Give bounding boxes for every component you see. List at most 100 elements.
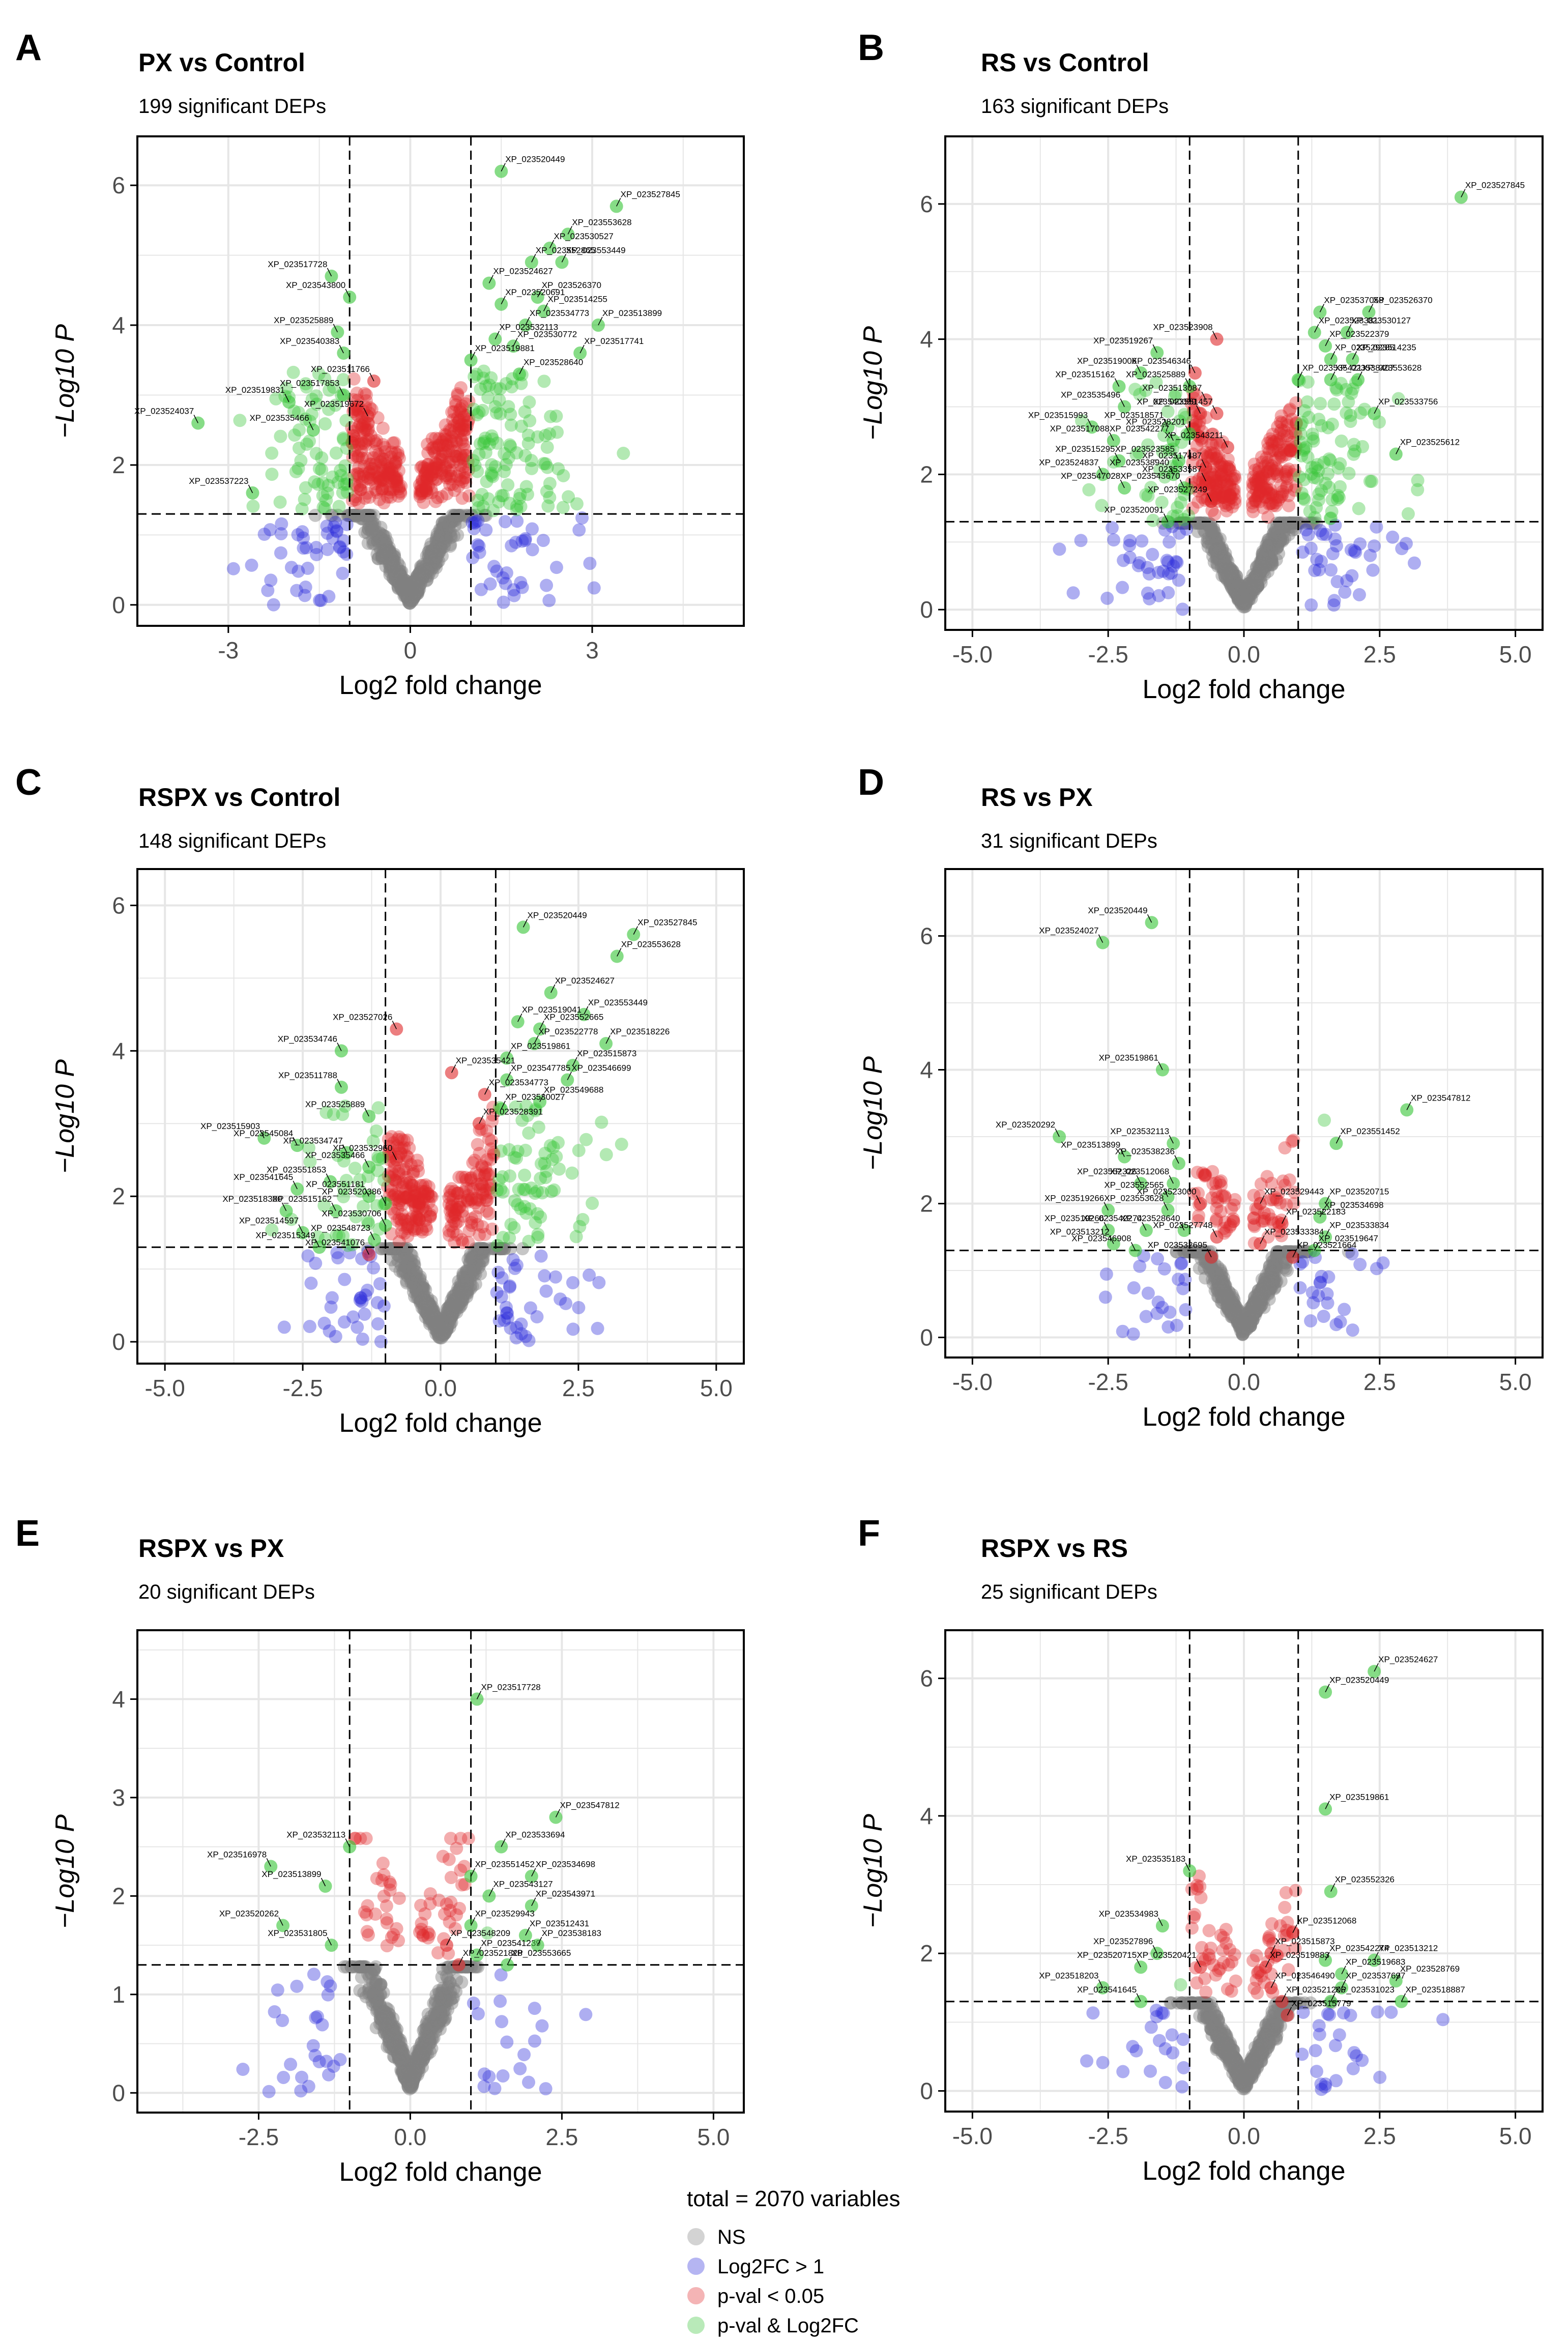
ns-point [405,587,419,600]
x-tick-label: -2.5 [282,1375,323,1401]
ns-point [361,526,374,540]
point-label: XP_023546908 [1071,1234,1131,1244]
sig-point [543,490,557,504]
ns-point [433,526,447,540]
sig-point [1365,474,1379,488]
ns-point [388,550,401,564]
ns-point [379,539,393,553]
ns-point [400,575,414,589]
point-label: XP_023524037 [134,406,194,416]
x-tick-label: 0.0 [1228,1369,1260,1395]
point-label: XP_023534773 [530,308,589,318]
fc-point [1376,1256,1390,1270]
ns-point [392,570,406,584]
ns-point [437,536,451,550]
ns-point [1229,1310,1242,1324]
panel-letter: B [858,27,884,68]
panel-subtitle: 163 significant DEPs [981,95,1169,118]
ns-point [379,546,392,560]
ns-point [347,508,361,522]
y-tick-label: 2 [112,452,125,478]
point-label: XP_023520715 [1329,1187,1389,1197]
fc-point [1338,1303,1351,1316]
pval-point [1268,453,1282,467]
ns-point [391,569,405,583]
ns-point [404,588,418,601]
ns-point [408,574,422,588]
sig-point [369,1124,383,1138]
y-tick-label: 2 [112,1883,125,1909]
pval-point [421,446,435,460]
pval-point [356,475,369,489]
sig-point [521,437,535,450]
x-tick-label: -5.0 [952,1369,993,1395]
ns-point [387,561,401,574]
ns-point [444,538,457,552]
fc-point [495,2015,509,2029]
fc-point [1141,1286,1155,1300]
ns-point [352,508,365,522]
pval-point [391,445,404,459]
point-label: XP_023519861 [1099,1053,1158,1063]
y-tick-label: 0 [920,596,933,623]
ns-point [405,594,419,608]
ns-point [399,574,413,588]
y-axis-title: −Log10 P [50,1814,80,1928]
sig-point [1310,471,1324,485]
ns-point [359,508,373,522]
ns-point [434,523,448,536]
ns-point [434,532,448,545]
sig-point [348,1162,362,1175]
fc-point [583,557,597,570]
ns-point [362,518,376,532]
x-tick-label: 2.5 [1363,1369,1396,1395]
ns-point [405,580,419,593]
pval-point [1221,453,1235,467]
fc-point [1142,567,1156,581]
point-label: XP_023535496 [1061,390,1120,400]
ns-point [356,511,370,525]
point-label: XP_023520292 [996,1120,1055,1130]
sig-point [615,1137,628,1151]
point-label: XP_023515162 [272,1194,332,1204]
ns-point [411,587,424,600]
sig-point [518,1182,532,1196]
ns-point [424,557,438,571]
ns-point [384,561,398,575]
ns-point [366,519,380,533]
ns-point [369,525,383,538]
fc-point [317,1316,331,1330]
ns-point [443,525,457,539]
ns-point [433,530,447,543]
point-label: XP_023535421 [456,1056,515,1065]
ns-point [404,587,418,601]
ns-point [437,518,450,532]
pval-point [1266,427,1280,441]
panel-subtitle: 20 significant DEPs [138,1581,315,1603]
fc-point [340,547,354,561]
sig-point [599,1148,613,1162]
ns-point [398,576,412,590]
point-label: XP_023529443 [1264,1187,1324,1197]
ns-point [416,568,430,582]
ns-point [391,571,405,585]
ns-point [387,563,401,576]
ns-point [363,521,377,534]
ns-point [435,521,449,535]
ns-point [370,547,384,561]
fc-point [1304,1314,1318,1328]
ns-point [425,566,439,580]
ns-point [451,528,464,542]
ns-point [405,594,419,608]
ns-point [393,574,406,588]
ns-point [366,533,380,547]
point-label: XP_023553449 [588,998,648,1007]
fc-point [261,584,275,597]
panel-title: RS vs PX [981,783,1093,812]
fc-point [1346,1323,1359,1337]
fc-point [1304,598,1318,612]
pval-point [1210,1201,1224,1215]
fc-point [572,523,586,537]
ns-point [391,582,405,595]
